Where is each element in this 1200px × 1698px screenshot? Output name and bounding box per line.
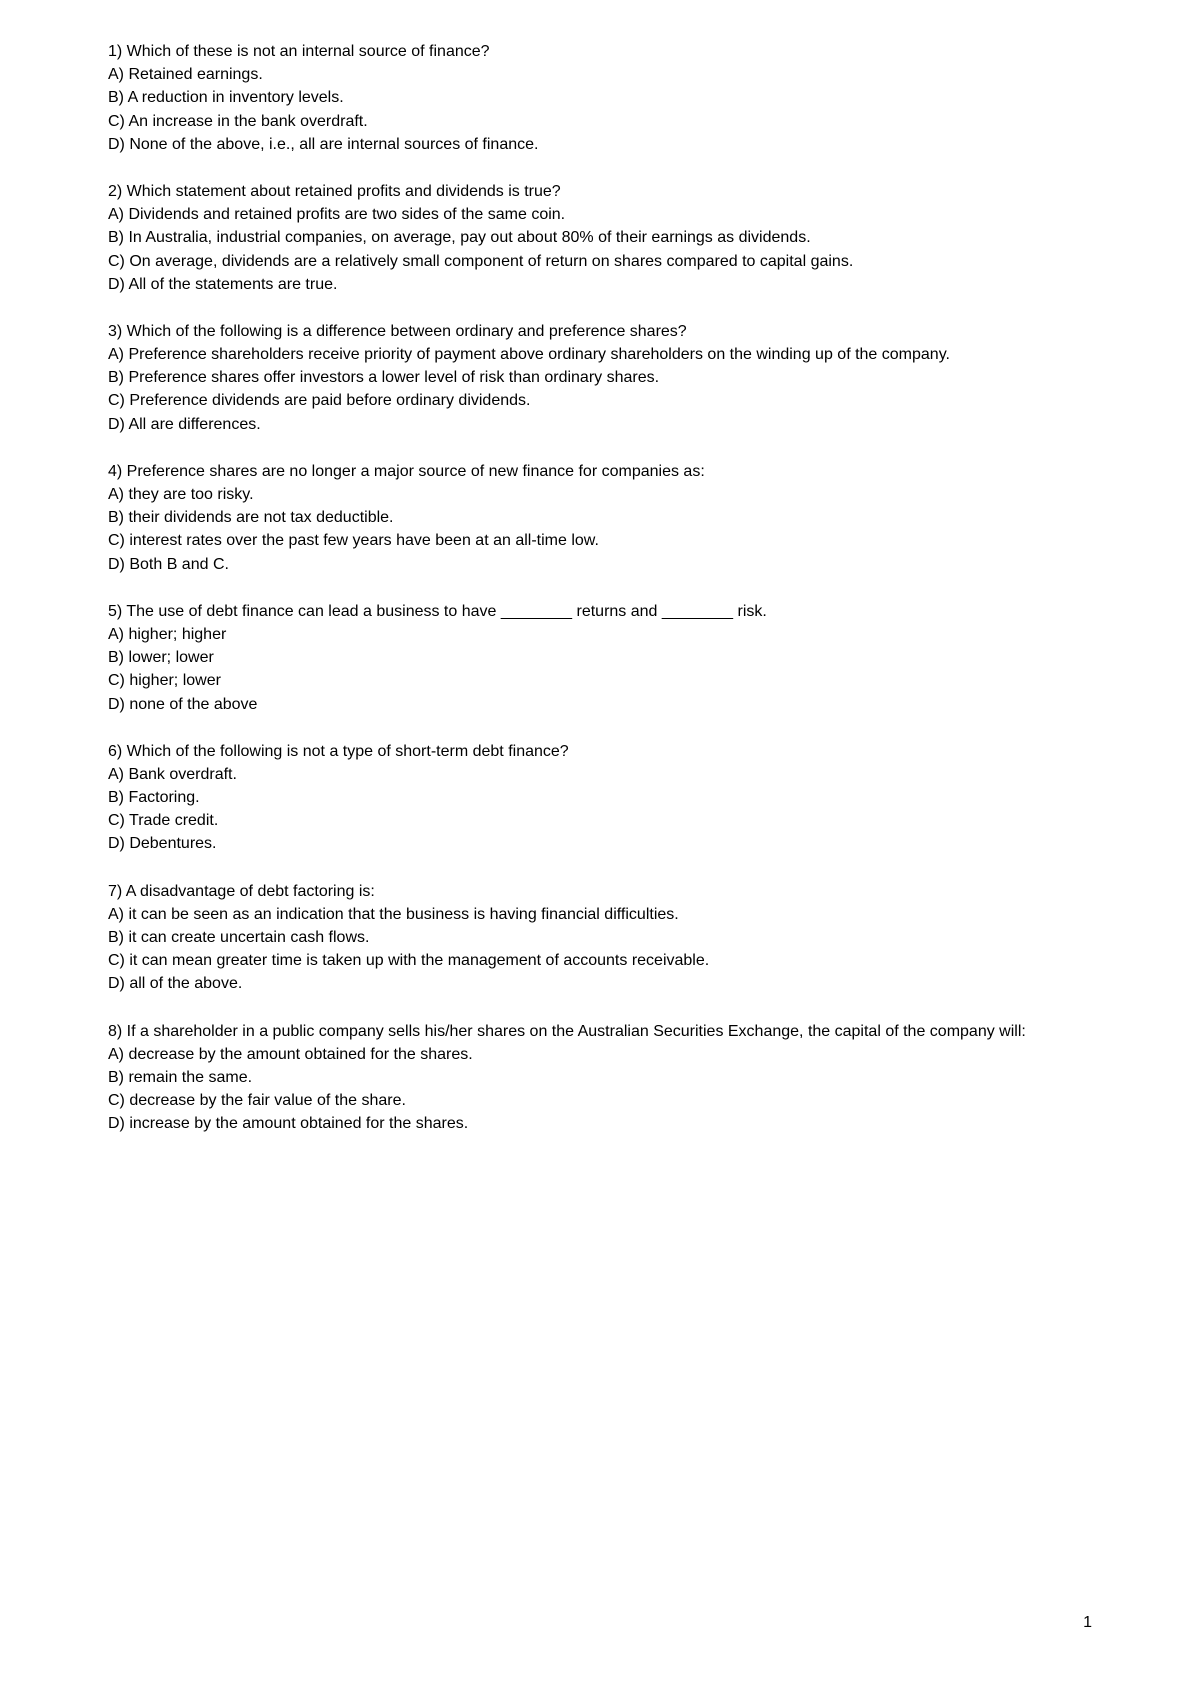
question-1: 1) Which of these is not an internal sou…	[108, 40, 1092, 156]
option-b: B) it can create uncertain cash flows.	[108, 926, 1092, 949]
option-b: B) Preference shares offer investors a l…	[108, 366, 1092, 389]
option-a: A) it can be seen as an indication that …	[108, 903, 1092, 926]
option-a: A) higher; higher	[108, 623, 1092, 646]
option-d: D) increase by the amount obtained for t…	[108, 1112, 1092, 1135]
option-c: C) interest rates over the past few year…	[108, 529, 1092, 552]
question-stem: 2) Which statement about retained profit…	[108, 180, 1092, 203]
question-2: 2) Which statement about retained profit…	[108, 180, 1092, 296]
option-d: D) All of the statements are true.	[108, 273, 1092, 296]
option-c: C) decrease by the fair value of the sha…	[108, 1089, 1092, 1112]
option-b: B) their dividends are not tax deductibl…	[108, 506, 1092, 529]
option-c: C) Preference dividends are paid before …	[108, 389, 1092, 412]
option-d: D) All are differences.	[108, 413, 1092, 436]
option-c: C) An increase in the bank overdraft.	[108, 110, 1092, 133]
option-c: C) higher; lower	[108, 669, 1092, 692]
question-3: 3) Which of the following is a differenc…	[108, 320, 1092, 436]
option-b: B) lower; lower	[108, 646, 1092, 669]
option-b: B) Factoring.	[108, 786, 1092, 809]
option-a: A) Retained earnings.	[108, 63, 1092, 86]
question-5: 5) The use of debt finance can lead a bu…	[108, 600, 1092, 716]
option-a: A) they are too risky.	[108, 483, 1092, 506]
option-b: B) A reduction in inventory levels.	[108, 86, 1092, 109]
page-number: 1	[1083, 1611, 1092, 1634]
option-c: C) Trade credit.	[108, 809, 1092, 832]
option-c: C) On average, dividends are a relativel…	[108, 250, 1092, 273]
option-b: B) In Australia, industrial companies, o…	[108, 226, 1092, 249]
option-d: D) Debentures.	[108, 832, 1092, 855]
question-7: 7) A disadvantage of debt factoring is: …	[108, 880, 1092, 996]
option-a: A) Preference shareholders receive prior…	[108, 343, 1092, 366]
option-b: B) remain the same.	[108, 1066, 1092, 1089]
question-8: 8) If a shareholder in a public company …	[108, 1020, 1092, 1136]
option-a: A) decrease by the amount obtained for t…	[108, 1043, 1092, 1066]
question-stem: 4) Preference shares are no longer a maj…	[108, 460, 1092, 483]
question-stem: 3) Which of the following is a differenc…	[108, 320, 1092, 343]
question-stem: 6) Which of the following is not a type …	[108, 740, 1092, 763]
question-stem: 7) A disadvantage of debt factoring is:	[108, 880, 1092, 903]
option-d: D) None of the above, i.e., all are inte…	[108, 133, 1092, 156]
option-d: D) Both B and C.	[108, 553, 1092, 576]
option-d: D) all of the above.	[108, 972, 1092, 995]
question-4: 4) Preference shares are no longer a maj…	[108, 460, 1092, 576]
question-6: 6) Which of the following is not a type …	[108, 740, 1092, 856]
question-stem: 8) If a shareholder in a public company …	[108, 1020, 1092, 1043]
option-c: C) it can mean greater time is taken up …	[108, 949, 1092, 972]
option-d: D) none of the above	[108, 693, 1092, 716]
option-a: A) Dividends and retained profits are tw…	[108, 203, 1092, 226]
option-a: A) Bank overdraft.	[108, 763, 1092, 786]
question-stem: 5) The use of debt finance can lead a bu…	[108, 600, 1092, 623]
document-body: 1) Which of these is not an internal sou…	[108, 40, 1092, 1136]
question-stem: 1) Which of these is not an internal sou…	[108, 40, 1092, 63]
